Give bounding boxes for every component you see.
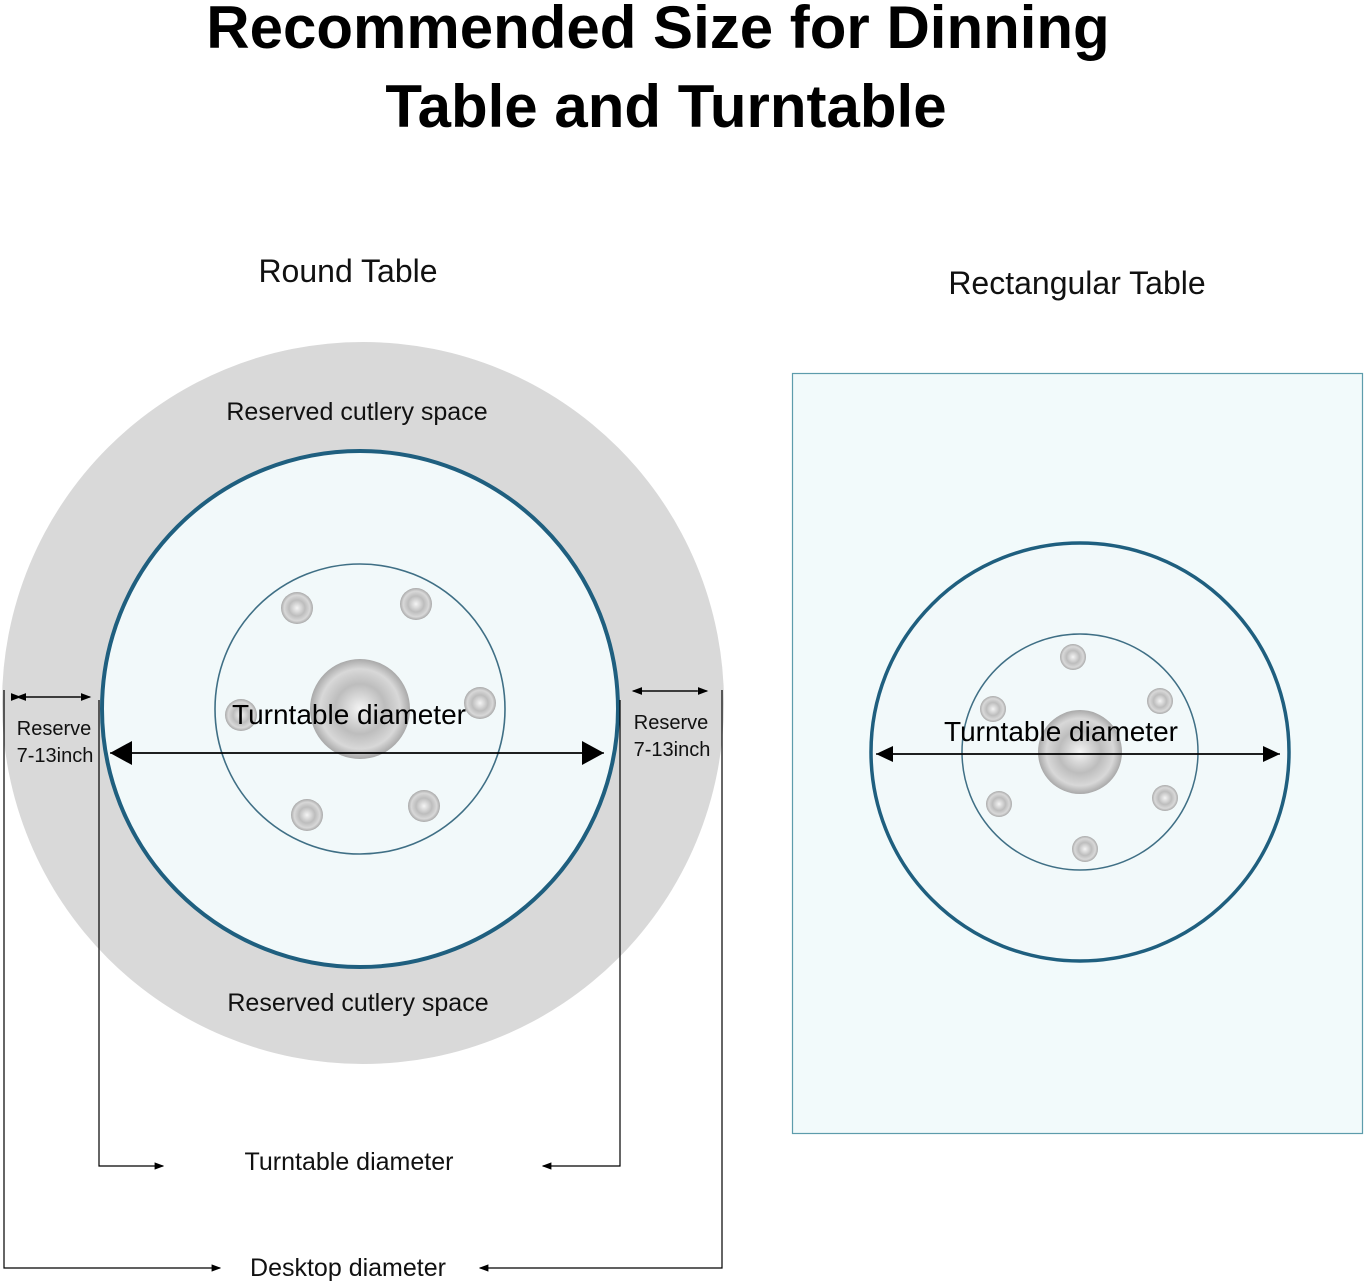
bolt-icon (1060, 644, 1086, 670)
center-hub-icon (1038, 710, 1122, 794)
round-table: Reserved cutlery space Reserved cutlery … (2, 342, 724, 1282)
reserve-right-label: Reserve (634, 712, 708, 734)
desktop-dim-bracket-right (478, 690, 723, 1272)
bolt-icon (986, 791, 1012, 817)
bolt-icon (400, 588, 432, 620)
page-title-line2: Table and Turntable (385, 73, 946, 140)
bolt-icon (281, 592, 313, 624)
reserve-left-label: Reserve (17, 718, 91, 740)
desktop-dim-label: Desktop diameter (250, 1254, 446, 1282)
turntable-dim-bracket-right (541, 700, 621, 1170)
turntable-inner-ring (214, 563, 506, 855)
bolt-icon (464, 687, 496, 719)
rect-turntable-inner-ring (961, 633, 1199, 871)
cutlery-label-top: Reserved cutlery space (226, 398, 487, 426)
bolt-icon (980, 696, 1006, 722)
rect-table: Turntable diameter (791, 372, 1364, 1135)
bolt-icon (1152, 785, 1178, 811)
page-title-line1: Recommended Size for Dinning (206, 0, 1109, 61)
bolt-icon (408, 790, 440, 822)
bolt-icon (1072, 836, 1098, 862)
center-hub-icon (310, 659, 410, 759)
rect-turntable-diameter-label: Turntable diameter (944, 716, 1178, 747)
desktop-dim-bracket-left (3, 690, 222, 1272)
bolt-icon (225, 699, 257, 731)
turntable-dim-label: Turntable diameter (245, 1148, 454, 1176)
turntable-diameter-label: Turntable diameter (232, 699, 466, 730)
bolt-icon (291, 799, 323, 831)
reserve-right-value: 7-13inch (634, 739, 711, 761)
rect-table-heading: Rectangular Table (948, 265, 1205, 301)
bolt-icon (1147, 688, 1173, 714)
cutlery-label-bottom: Reserved cutlery space (227, 989, 488, 1017)
reserve-left-value: 7-13inch (17, 745, 94, 767)
round-table-heading: Round Table (258, 253, 437, 289)
turntable-dim-bracket-left (98, 700, 165, 1170)
